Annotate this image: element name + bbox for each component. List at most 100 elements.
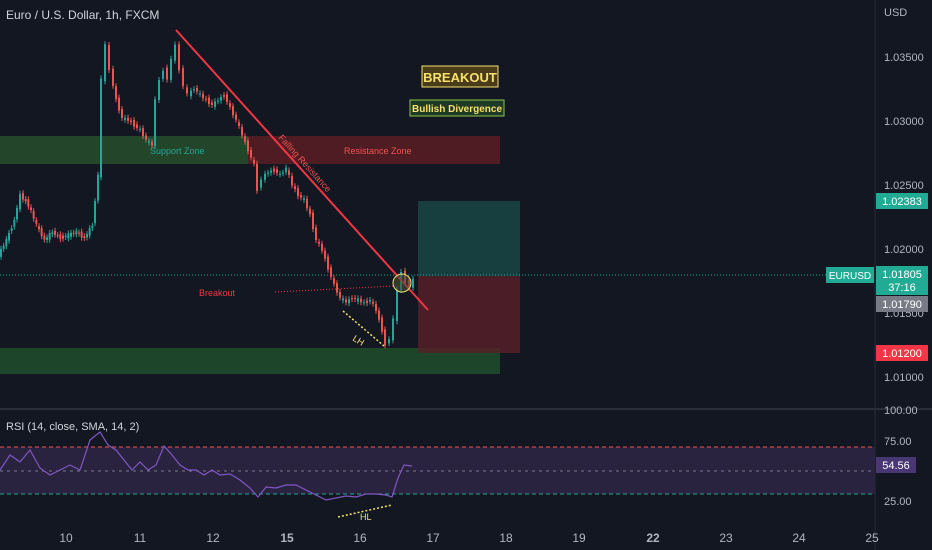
date-tick-label: 16 [353,531,367,545]
candle-body [270,170,272,173]
date-tick-label: 23 [719,531,733,545]
candle-body [151,141,153,146]
candle-body [38,226,40,230]
candle-body [220,97,222,101]
candle-body [118,97,120,111]
candle-body [158,80,160,100]
bullish-divergence-box[interactable] [409,99,505,117]
candle-body [127,117,129,121]
candle-body [300,195,302,198]
price-tick-label: 1.03000 [884,116,924,128]
support-zone-label: Support Zone [150,146,205,156]
rsi-line [0,431,413,501]
candle-body [208,97,210,105]
candle-body [273,168,275,172]
candle-body [94,201,96,224]
candle-body [64,236,67,237]
symbol-title: Euro / U.S. Dollar, 1h, FXCM [6,8,159,22]
candle-body [388,339,390,344]
candle-body [375,303,377,311]
candle-body [67,233,70,239]
candle-body [199,93,201,95]
candle-body [238,122,240,126]
candle-body [256,163,258,191]
symbol-tag-label: EURUSD [829,271,871,282]
candle-body [342,298,344,301]
candle-body [154,99,156,147]
candle-body [174,44,176,61]
candle-body [354,298,356,299]
candle-body [170,58,172,80]
candle-body [264,173,266,180]
candle-body [366,300,368,304]
price-tick-label: 1.02500 [884,180,924,192]
candle-body [336,283,338,293]
candle-body [86,234,88,238]
candle-body [285,167,287,173]
candle-body [369,300,371,302]
candle-body [333,278,335,284]
candle-body [357,298,359,302]
candle-body [267,172,269,174]
countdown-value: 37:16 [888,282,916,294]
candle-body [48,233,51,240]
candle-body [0,248,2,257]
candle-body [294,186,296,190]
candle-body [182,68,184,87]
candle-body [130,120,132,123]
candle-body [124,117,126,120]
rsi-tick-label: 75.00 [884,436,912,448]
candle-body [108,45,110,70]
candle-body [121,109,123,118]
candle-body [229,103,231,107]
candle-body [46,237,48,240]
candle-body [70,232,72,237]
entry-value: 1.01790 [882,299,922,311]
date-axis[interactable]: 10 11 12 15 16 17 18 19 22 23 24 25 [59,531,879,545]
price-axis[interactable]: 1.035001.030001.025001.020001.015001.010… [884,52,924,384]
candle-body [318,241,320,244]
candle-body [339,292,341,298]
rsi-tick-label: 25.00 [884,496,912,508]
candle-body [16,207,18,220]
rsi-axis[interactable]: 100.00 75.00 25.00 [884,405,918,508]
candle-body [59,234,62,240]
candle-body [51,232,54,235]
candle-body [145,135,147,140]
candle-body [412,278,414,288]
candle-body [244,136,246,142]
candle-body [378,310,380,320]
candle-body [392,318,394,341]
breakout-box[interactable] [421,65,499,88]
candle-body [186,87,188,94]
candle-body [190,90,192,97]
candle-body [330,267,332,277]
candle-body [78,232,80,234]
candle-body [83,236,86,238]
falling-resistance-line[interactable] [175,29,429,311]
candle-body [97,174,99,201]
take-profit-tag [876,193,928,209]
date-tick-label: 15 [280,531,294,545]
candle-body [327,256,329,270]
candle-body [104,44,106,82]
candle-body [384,329,386,346]
candle-body [148,140,150,143]
candle-body [226,94,228,102]
candle-body [115,86,117,100]
date-tick-label: 18 [499,531,513,545]
candle-body [27,199,30,207]
candle-body [214,101,216,107]
date-tick-label: 10 [59,531,73,545]
hl-label: HL [360,512,372,522]
price-tick-label: 1.01000 [884,372,924,384]
candle-body [196,88,198,92]
breakout-label: Breakout [199,288,236,298]
support-zone-rect [0,136,248,164]
candle-body [91,225,94,229]
candle-body [62,235,64,239]
currency-label: USD [884,7,907,19]
candle-body [13,220,16,227]
candle-body [324,250,326,259]
